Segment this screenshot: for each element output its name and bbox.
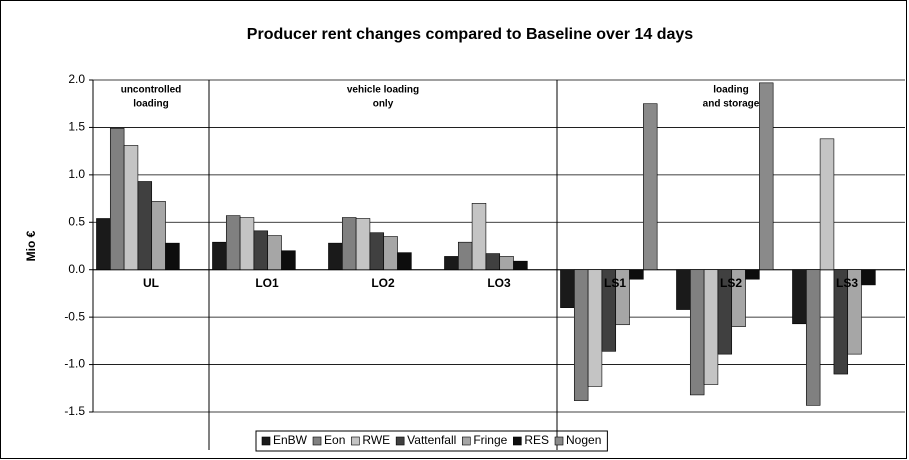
bar	[819, 138, 835, 271]
bar	[792, 269, 807, 325]
bar	[341, 217, 357, 271]
bar	[225, 215, 241, 271]
legend-box	[255, 430, 608, 452]
bar	[369, 232, 385, 271]
x-tick-label: LO2	[371, 276, 395, 290]
bar	[731, 269, 746, 327]
x-tick-label: LO3	[487, 276, 511, 290]
bar	[253, 230, 269, 271]
group-annotation: and storage	[703, 99, 760, 110]
legend-swatch	[513, 436, 522, 446]
bar	[397, 252, 412, 271]
bar	[281, 250, 296, 271]
group-annotation: uncontrolled	[121, 85, 182, 96]
bar	[676, 269, 691, 310]
group-annotation: only	[373, 99, 394, 110]
y-tick-label: 1.5	[68, 120, 85, 134]
group-annotation: vehicle loading	[347, 85, 419, 96]
y-tick-label: -0.5	[64, 309, 85, 323]
bar	[328, 242, 343, 271]
bar	[444, 256, 459, 271]
legend-label: RES	[524, 433, 549, 447]
bar	[499, 256, 514, 271]
legend-label: Nogen	[566, 433, 601, 447]
bar	[383, 236, 398, 271]
y-axis-label: Mio €	[24, 230, 38, 261]
legend-swatch	[395, 436, 405, 446]
y-tick-label: -1.5	[64, 404, 85, 418]
x-tick-label: LS3	[836, 276, 858, 290]
bar	[759, 82, 774, 271]
bar	[587, 269, 603, 387]
bar	[123, 145, 139, 271]
legend-label: Fringe	[473, 433, 507, 447]
legend-swatch	[261, 436, 271, 446]
bar	[615, 269, 630, 326]
bar	[137, 181, 153, 271]
bar	[703, 269, 719, 385]
y-tick-label: 0.0	[68, 262, 85, 276]
bar	[239, 217, 255, 271]
x-tick-label: LS1	[604, 276, 626, 290]
bar	[805, 269, 821, 406]
bar	[471, 203, 487, 271]
bar	[96, 218, 111, 271]
x-tick-label: LO1	[255, 276, 279, 290]
y-tick-label: -1.0	[64, 357, 85, 371]
bar	[485, 253, 501, 271]
legend: EnBW Eon RWE Vattenfall Fringe RES Nogen	[255, 430, 608, 452]
bar	[861, 269, 876, 286]
bar	[212, 241, 227, 271]
bar	[267, 235, 282, 271]
legend-swatch	[554, 436, 564, 446]
bar	[109, 128, 125, 271]
bar	[689, 269, 705, 396]
bar	[151, 201, 166, 271]
bar	[629, 269, 644, 280]
group-annotation: loading	[713, 85, 749, 96]
legend-label: Vattenfall	[407, 433, 456, 447]
bar	[573, 269, 589, 401]
legend-swatch	[462, 436, 471, 446]
legend-label: RWE	[362, 433, 390, 447]
legend-swatch	[312, 436, 322, 446]
y-tick-label: 0.5	[68, 214, 85, 228]
y-tick-label: 1.0	[68, 167, 85, 181]
x-tick-label: UL	[143, 276, 159, 290]
y-tick-label: 2.0	[68, 72, 85, 86]
bar	[355, 218, 371, 271]
bar	[643, 103, 658, 271]
legend-label: Eon	[324, 433, 345, 447]
legend-label: EnBW	[273, 433, 308, 447]
bar	[457, 241, 473, 271]
bar	[745, 269, 760, 280]
legend-swatch	[351, 436, 360, 446]
group-annotation: loading	[133, 99, 169, 110]
bar	[560, 269, 575, 308]
bar	[165, 242, 180, 271]
chart-title: Producer rent changes compared to Baseli…	[247, 26, 693, 43]
x-tick-label: LS2	[720, 276, 742, 290]
bar	[847, 269, 862, 355]
bar	[513, 260, 528, 271]
